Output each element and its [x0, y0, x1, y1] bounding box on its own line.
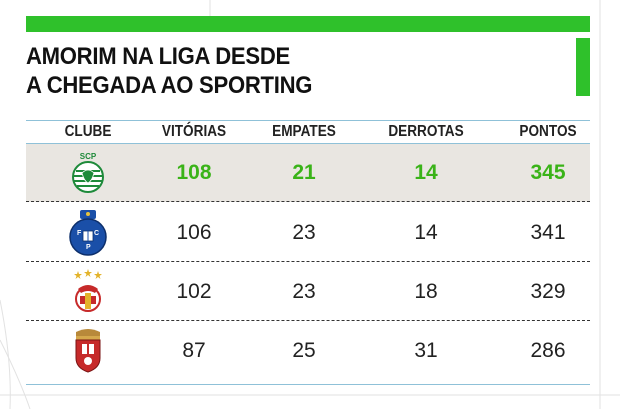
- svg-text:C: C: [94, 230, 99, 237]
- svg-text:P: P: [86, 244, 91, 251]
- cell-empates: 21: [292, 161, 316, 184]
- svg-text:F: F: [77, 230, 82, 237]
- headline: AMORIM NA LIGA DESDE A CHEGADA AO SPORTI…: [26, 42, 523, 100]
- svg-text:SCP: SCP: [80, 152, 97, 161]
- braga-crest-icon: [64, 329, 112, 373]
- col-clube: CLUBE: [64, 123, 112, 140]
- row-divider: [26, 201, 590, 202]
- table-row: 87 25 31 286: [26, 322, 590, 380]
- cell-vitorias: 108: [176, 161, 212, 184]
- col-vitorias: VITÓRIAS: [161, 123, 227, 140]
- headline-line-1: AMORIM NA LIGA DESDE: [26, 43, 290, 70]
- row-divider: [26, 261, 590, 262]
- porto-crest-icon: F C P: [64, 210, 112, 256]
- table-header: CLUBE VITÓRIAS EMPATES DERROTAS PONTOS: [26, 120, 590, 144]
- table-row: F C P 106 23 14 341: [26, 204, 590, 262]
- benfica-crest-icon: [64, 269, 112, 314]
- cell-derrotas: 14: [414, 161, 438, 184]
- cell-empates: 23: [292, 280, 316, 303]
- row-divider: [26, 320, 590, 321]
- col-derrotas: DERROTAS: [388, 123, 464, 140]
- cell-vitorias: 106: [176, 221, 212, 244]
- green-top-bar: [26, 16, 590, 32]
- col-pontos: PONTOS: [519, 123, 577, 140]
- cell-empates: 25: [292, 339, 316, 362]
- green-side-accent: [576, 38, 590, 96]
- cell-vitorias: 102: [176, 280, 212, 303]
- cell-derrotas: 14: [414, 221, 438, 244]
- cell-pontos: 329: [530, 280, 566, 303]
- table-bottom-rule: [26, 384, 590, 385]
- sporting-crest-icon: SCP: [64, 151, 112, 195]
- cell-derrotas: 31: [414, 339, 438, 362]
- stats-card: AMORIM NA LIGA DESDE A CHEGADA AO SPORTI…: [26, 16, 590, 387]
- table-row: SCP 108 21 14 345: [26, 144, 590, 202]
- cell-pontos: 286: [530, 339, 566, 362]
- table-row: 102 23 18 329: [26, 263, 590, 321]
- cell-pontos: 341: [530, 221, 566, 244]
- cell-vitorias: 87: [182, 339, 206, 362]
- headline-line-2: A CHEGADA AO SPORTING: [26, 72, 313, 99]
- col-empates: EMPATES: [272, 123, 336, 140]
- cell-pontos: 345: [530, 161, 566, 184]
- cell-derrotas: 18: [414, 280, 438, 303]
- cell-empates: 23: [292, 221, 316, 244]
